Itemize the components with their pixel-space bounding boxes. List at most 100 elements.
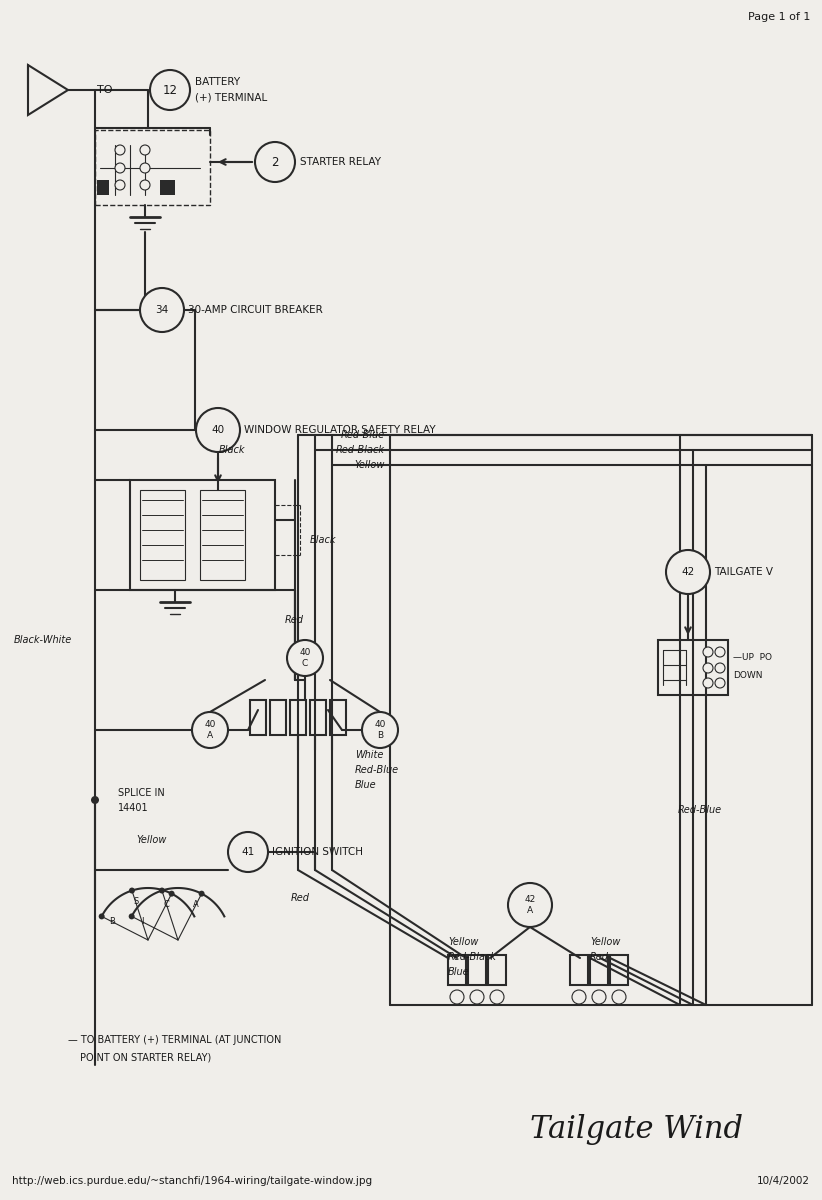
Bar	[468, 955, 486, 985]
Circle shape	[450, 990, 464, 1004]
Text: Tailgate Wind: Tailgate Wind	[530, 1114, 743, 1145]
Circle shape	[228, 832, 268, 872]
Text: IGNITION SWITCH: IGNITION SWITCH	[272, 847, 363, 857]
Circle shape	[666, 550, 710, 594]
Text: White: White	[355, 750, 383, 760]
Text: Black: Black	[310, 535, 336, 545]
Circle shape	[612, 990, 626, 1004]
Circle shape	[140, 145, 150, 155]
Circle shape	[362, 712, 398, 748]
Text: 2: 2	[271, 156, 279, 168]
Text: BATTERY: BATTERY	[195, 77, 240, 86]
Text: 40: 40	[211, 425, 224, 434]
Text: Yellow: Yellow	[136, 835, 167, 845]
Text: STARTER RELAY: STARTER RELAY	[300, 157, 381, 167]
Text: S: S	[133, 898, 138, 906]
Text: Red-Blue: Red-Blue	[341, 430, 385, 440]
Text: I: I	[141, 917, 144, 926]
Bar	[310, 700, 326, 734]
Bar	[488, 955, 506, 985]
Circle shape	[715, 662, 725, 673]
Bar	[250, 700, 266, 734]
Bar	[570, 955, 588, 985]
Circle shape	[150, 70, 190, 110]
Circle shape	[115, 145, 125, 155]
Text: 40
C: 40 C	[299, 648, 311, 667]
Bar	[130, 480, 275, 590]
Circle shape	[169, 890, 174, 896]
Text: Black: Black	[219, 445, 245, 455]
Circle shape	[703, 647, 713, 658]
Text: (+) TERMINAL: (+) TERMINAL	[195, 92, 267, 103]
Text: Yellow: Yellow	[448, 937, 478, 947]
Text: 42: 42	[681, 566, 695, 577]
Text: TO: TO	[97, 85, 113, 95]
Circle shape	[490, 990, 504, 1004]
Circle shape	[91, 796, 99, 804]
Text: SPLICE IN: SPLICE IN	[118, 788, 164, 798]
Text: Red-Blue: Red-Blue	[355, 766, 399, 775]
Circle shape	[255, 142, 295, 182]
Text: Yellow: Yellow	[354, 460, 385, 470]
Text: B: B	[109, 917, 115, 926]
Text: POINT ON STARTER RELAY): POINT ON STARTER RELAY)	[80, 1054, 211, 1063]
Text: 14401: 14401	[118, 803, 149, 814]
Bar	[448, 955, 466, 985]
Text: 12: 12	[163, 84, 178, 96]
Text: DOWN: DOWN	[733, 671, 763, 679]
Circle shape	[592, 990, 606, 1004]
Circle shape	[129, 913, 135, 919]
Bar	[658, 640, 728, 695]
Bar	[330, 700, 346, 734]
Circle shape	[470, 990, 484, 1004]
Bar	[140, 490, 185, 580]
Text: A: A	[193, 900, 199, 908]
Text: Yellow: Yellow	[590, 937, 621, 947]
Text: Red-Black: Red-Black	[448, 952, 497, 962]
Text: WINDOW REGULATOR SAFETY RELAY: WINDOW REGULATOR SAFETY RELAY	[244, 425, 436, 434]
Text: Red: Red	[590, 952, 609, 962]
Text: Black-White: Black-White	[14, 635, 72, 646]
Circle shape	[129, 888, 135, 894]
Bar	[610, 955, 628, 985]
Text: Red-Blue: Red-Blue	[678, 805, 722, 815]
Circle shape	[115, 180, 125, 190]
Text: 40
B: 40 B	[374, 720, 386, 739]
Bar	[95, 130, 210, 205]
Circle shape	[199, 890, 205, 896]
Text: 30-AMP CIRCUIT BREAKER: 30-AMP CIRCUIT BREAKER	[188, 305, 323, 314]
Circle shape	[508, 883, 552, 926]
Circle shape	[196, 408, 240, 452]
Circle shape	[140, 180, 150, 190]
Text: 42
A: 42 A	[524, 895, 536, 914]
Circle shape	[703, 678, 713, 688]
Circle shape	[715, 678, 725, 688]
Bar	[160, 180, 175, 194]
Circle shape	[192, 712, 228, 748]
Bar	[590, 955, 608, 985]
Text: — TO BATTERY (+) TERMINAL (AT JUNCTION: — TO BATTERY (+) TERMINAL (AT JUNCTION	[68, 1034, 281, 1045]
Text: Red-Black: Red-Black	[336, 445, 385, 455]
Text: 40
A: 40 A	[205, 720, 215, 739]
Circle shape	[572, 990, 586, 1004]
Circle shape	[99, 913, 104, 919]
Text: Blue: Blue	[448, 967, 469, 977]
Bar	[200, 490, 245, 580]
Text: http://web.ics.purdue.edu/~stanchfi/1964-wiring/tailgate-window.jpg: http://web.ics.purdue.edu/~stanchfi/1964…	[12, 1176, 372, 1186]
Bar	[290, 700, 306, 734]
Text: —UP  PO: —UP PO	[733, 654, 772, 662]
Circle shape	[287, 640, 323, 676]
Circle shape	[140, 288, 184, 332]
Circle shape	[703, 662, 713, 673]
Text: Red: Red	[285, 614, 304, 625]
Circle shape	[140, 163, 150, 173]
Bar	[270, 700, 286, 734]
Text: C: C	[164, 900, 169, 908]
Text: Page 1 of 1: Page 1 of 1	[748, 12, 810, 22]
Circle shape	[715, 647, 725, 658]
Text: 34: 34	[155, 305, 169, 314]
Text: TAILGATE V: TAILGATE V	[714, 566, 773, 577]
Bar	[97, 180, 109, 194]
Text: 10/4/2002: 10/4/2002	[757, 1176, 810, 1186]
Text: Blue: Blue	[355, 780, 376, 790]
